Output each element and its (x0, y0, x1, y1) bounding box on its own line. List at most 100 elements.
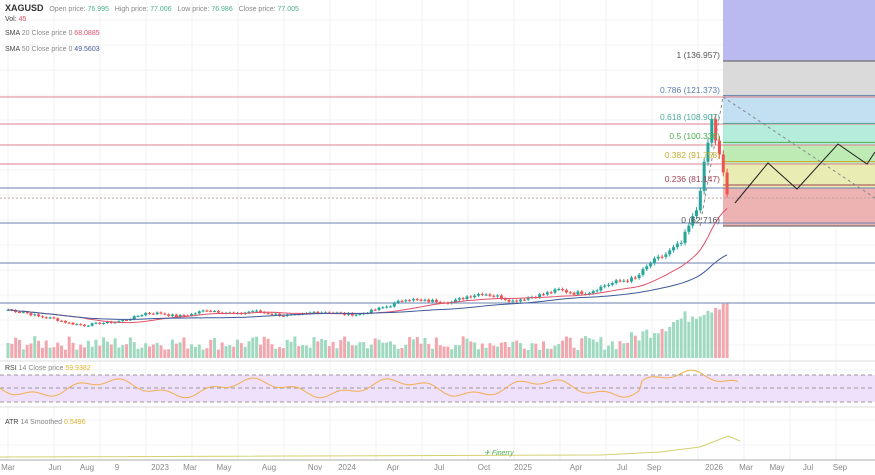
candle (25, 312, 29, 314)
low-value: 76.986 (211, 6, 233, 13)
candle (488, 294, 492, 296)
volume-bar (545, 348, 549, 358)
candle (511, 300, 515, 302)
volume-bar (270, 344, 274, 358)
candle (702, 161, 706, 191)
candle (44, 317, 48, 319)
sma20-name: SMA (5, 30, 20, 37)
volume-bar (182, 337, 186, 358)
volume-bar (454, 345, 458, 358)
candle (419, 299, 423, 301)
volume-bar (434, 337, 438, 358)
volume-bar (492, 345, 496, 358)
volume-bar (438, 345, 442, 358)
candle (603, 285, 607, 287)
x-axis-tick-label: Apr (569, 463, 583, 472)
candle (125, 320, 129, 322)
volume-bar (385, 342, 389, 358)
candle (270, 313, 274, 315)
x-axis-tick-label: Mar (1, 463, 15, 472)
volume-bar (90, 346, 94, 358)
volume-bar (476, 349, 480, 358)
volume-bar (396, 348, 400, 358)
volume-bar (568, 337, 572, 358)
ohlc-legend: XAGUSD Open price: 76.995 High price: 77… (5, 3, 299, 13)
candle (128, 319, 132, 321)
candle (415, 299, 419, 301)
candle (396, 300, 400, 303)
candle (580, 291, 584, 295)
fib-level-label: 0.382 (91.758) (664, 150, 720, 161)
candle (48, 317, 52, 319)
volume-bar (56, 342, 60, 358)
volume-bar (17, 339, 21, 358)
candle (695, 210, 698, 217)
volume-bar (236, 339, 239, 358)
rsi-line (0, 369, 739, 399)
candle (90, 323, 94, 326)
candle (67, 322, 71, 324)
candle (622, 280, 626, 282)
candle (392, 302, 396, 307)
volume-bar (358, 342, 362, 358)
fib-zone (723, 61, 875, 97)
atr-legend[interactable]: ATR 14 Smoothed 0.5496 (5, 419, 85, 426)
candle (385, 306, 389, 308)
x-axis-tick-label: Jul (802, 463, 814, 472)
volume-bar (691, 316, 695, 358)
candle (190, 314, 194, 316)
volume-bar (392, 344, 396, 358)
volume-bar (484, 347, 488, 358)
candle (679, 242, 683, 244)
candle (312, 311, 316, 313)
close-label: Close price: (238, 6, 276, 13)
candle (457, 298, 461, 300)
candle (492, 295, 496, 297)
projection-zigzag (734, 143, 875, 204)
sma20-params: 20 Close price 0 (21, 30, 73, 37)
rsi-legend[interactable]: RSI 14 Close price 59.9382 (5, 365, 91, 372)
volume-bar (350, 345, 354, 358)
volume-bar (86, 340, 90, 358)
volume-bar (411, 339, 415, 358)
volume-bar (725, 303, 729, 358)
candle (687, 225, 691, 232)
candle (633, 277, 637, 279)
volume-bar (343, 336, 347, 358)
volume-bar (125, 344, 129, 358)
sma50-value: 49.5603 (74, 46, 100, 53)
candle (255, 310, 259, 312)
candle (499, 295, 503, 299)
candle (473, 295, 477, 298)
volume-bar (595, 342, 599, 358)
sma50-legend[interactable]: SMA 50 Close price 0 49.5603 (5, 46, 100, 53)
volume-bar (381, 342, 385, 358)
volume-bar (60, 345, 64, 358)
fib-level-label: 1 (136.957) (676, 50, 720, 60)
candle (86, 325, 90, 327)
high-value: 77.006 (150, 6, 172, 13)
volume-bar (186, 348, 190, 358)
candle (56, 318, 60, 321)
sma20-legend[interactable]: SMA 20 Close price 0 68.0885 (5, 30, 100, 37)
candle (37, 314, 41, 317)
candle (710, 119, 714, 143)
volume-bar (530, 343, 534, 358)
candle (683, 231, 687, 243)
volume-bar (193, 346, 197, 358)
volume-bar (721, 303, 725, 358)
volume-bar (159, 345, 163, 358)
volume-bar (499, 342, 503, 358)
candle (629, 277, 633, 282)
x-axis-tick-label: Aug (261, 463, 277, 472)
volume-bar (366, 348, 370, 358)
volume-bar (98, 345, 102, 358)
volume-bar (247, 341, 251, 358)
candle (151, 313, 155, 315)
candle (148, 313, 152, 315)
fib-zone (723, 97, 875, 124)
x-axis-tick-label: May (769, 463, 785, 472)
volume-bar (201, 349, 205, 358)
